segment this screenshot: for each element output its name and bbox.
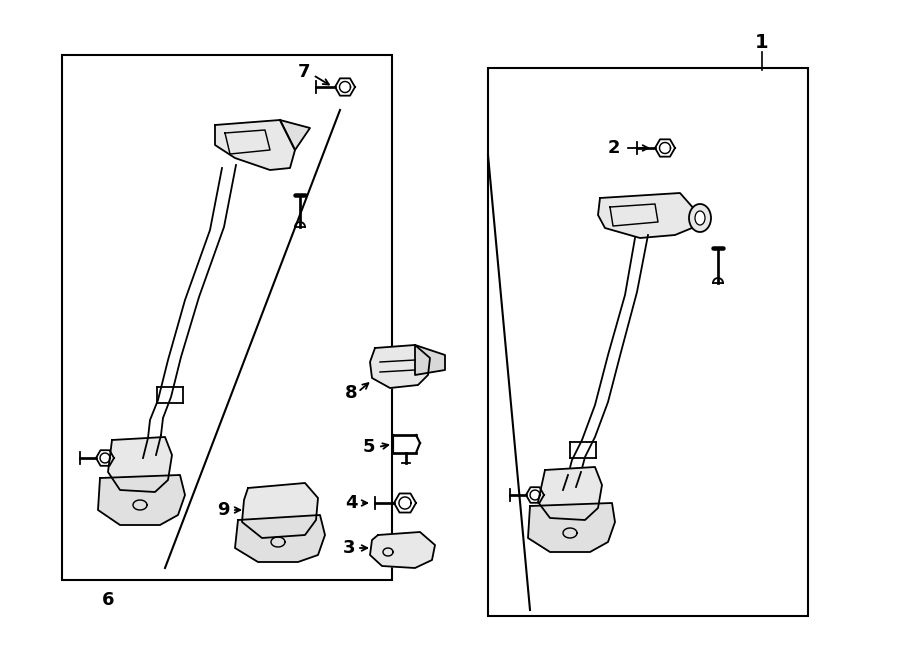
Polygon shape [538,467,602,520]
Text: 2: 2 [608,139,620,157]
Polygon shape [98,475,185,525]
Polygon shape [235,515,325,562]
Polygon shape [280,120,310,150]
Polygon shape [242,483,318,538]
Bar [488,68,808,616]
Ellipse shape [689,204,711,232]
Text: 6: 6 [102,591,114,609]
Polygon shape [370,345,430,388]
Text: 3: 3 [343,539,355,557]
Text: 7: 7 [298,63,310,81]
Bar [62,55,392,580]
Ellipse shape [695,211,705,225]
Polygon shape [528,503,615,552]
Text: 1: 1 [755,32,769,52]
Text: 9: 9 [218,501,230,519]
Text: 4: 4 [346,494,358,512]
Text: 8: 8 [346,384,358,402]
Polygon shape [215,120,295,170]
Polygon shape [415,345,445,375]
Polygon shape [108,437,172,492]
Polygon shape [598,193,695,238]
Polygon shape [370,532,435,568]
Text: 5: 5 [363,438,375,456]
